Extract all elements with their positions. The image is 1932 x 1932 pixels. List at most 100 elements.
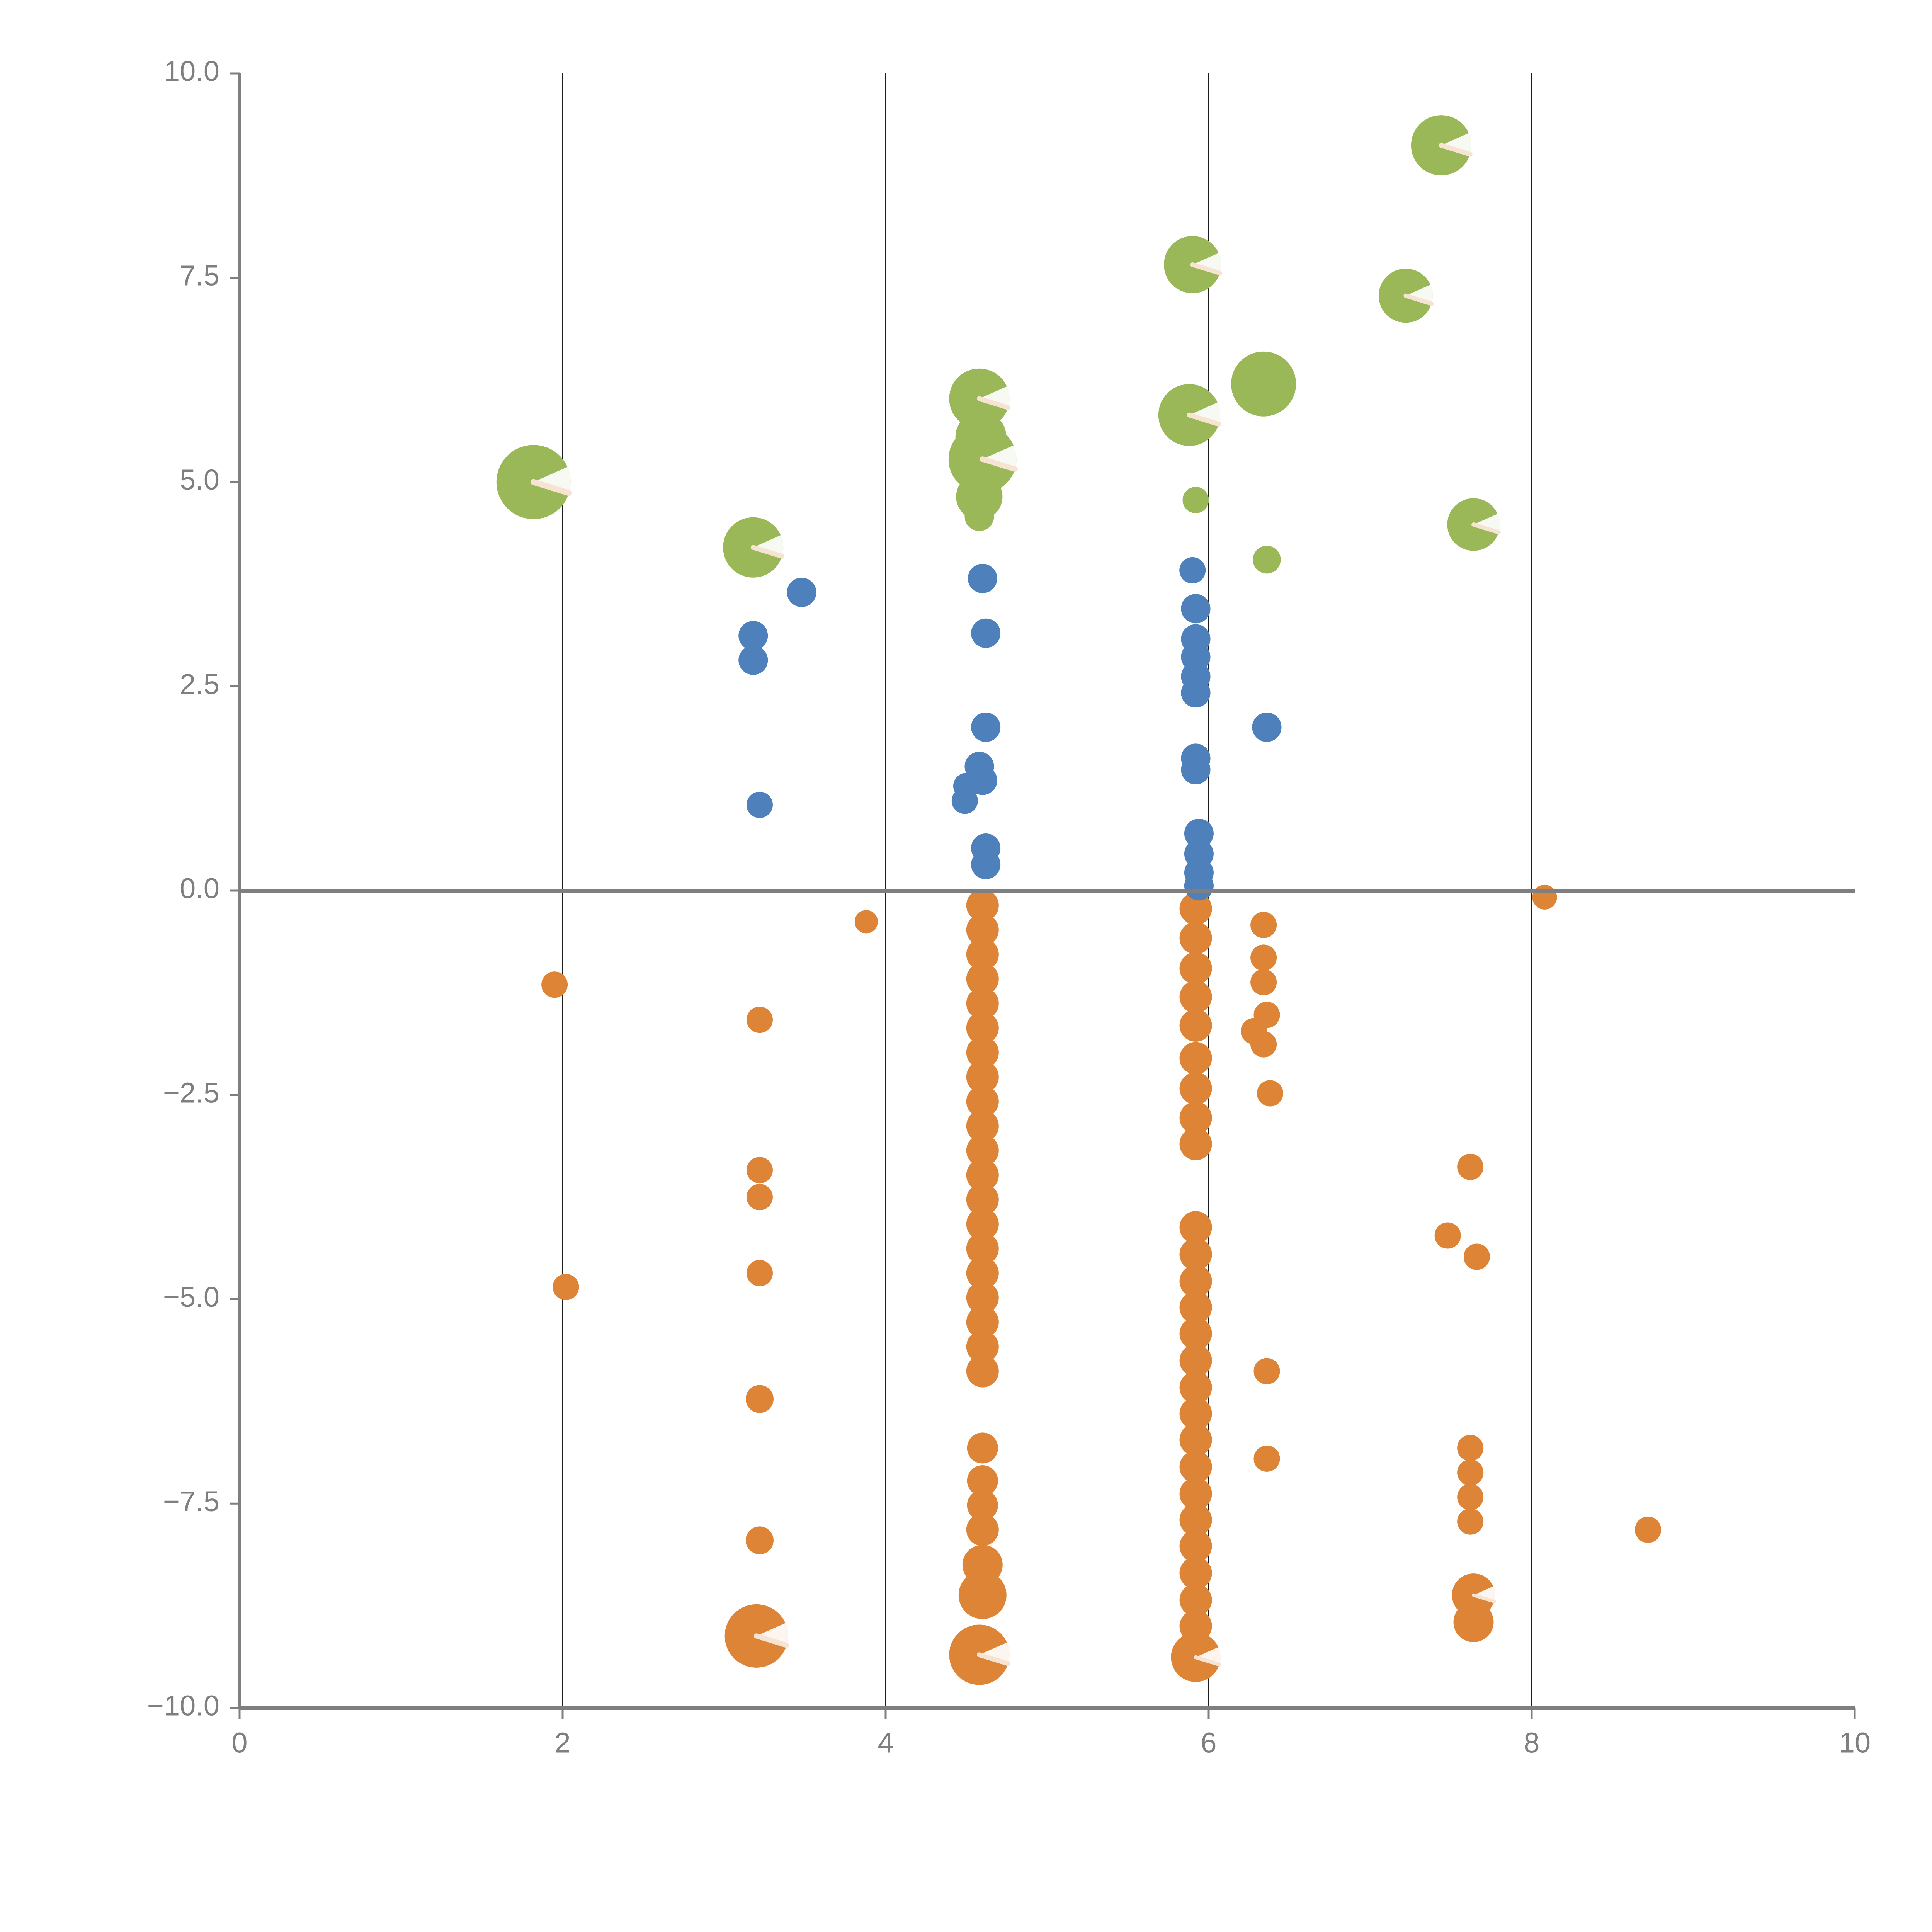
- point-orange-22: [966, 1183, 999, 1216]
- wedge-radius-orange-62: [1194, 1655, 1221, 1667]
- point-orange-39: [1179, 952, 1212, 985]
- point-orange-16: [966, 1036, 999, 1069]
- point-blue-21: [1184, 818, 1214, 848]
- wedge-notch-orange-8: [756, 1623, 788, 1646]
- wedge-radius-green-4: [980, 456, 1018, 472]
- point-orange-41: [1179, 1009, 1212, 1042]
- wedge-radius-green-13: [1439, 143, 1473, 157]
- tick-labels-group: 10.0 7.5 5.0 2.5 0.0 −2.5 −5.0 −7.5 −10.0 0 2 4 6 8 10: [147, 55, 1871, 1759]
- point-blue-1: [738, 645, 768, 675]
- point-orange-64: [1250, 944, 1277, 971]
- point-orange-46: [1179, 1211, 1212, 1244]
- wedge-radius-green-0: [531, 479, 572, 496]
- point-orange-73: [1457, 1153, 1484, 1180]
- point-orange-68: [1250, 1031, 1277, 1058]
- wedge-notch-green-4: [982, 445, 1017, 469]
- point-orange-71: [1253, 1445, 1280, 1472]
- series-orange: [541, 884, 1661, 1685]
- wedge-radius-green-2: [977, 396, 1011, 410]
- y-tick-label-1: 7.5: [180, 259, 219, 291]
- point-orange-18: [966, 1085, 999, 1118]
- point-orange-43: [1179, 1072, 1212, 1105]
- axes-group: [230, 72, 1856, 1719]
- point-orange-32: [967, 1490, 998, 1521]
- point-blue-18: [1181, 678, 1211, 708]
- series-green: [496, 115, 1501, 578]
- wedge-radius-green-1: [750, 545, 784, 559]
- point-orange-24: [966, 1232, 999, 1265]
- point-green-10: [1231, 351, 1296, 417]
- point-orange-0: [541, 971, 568, 998]
- point-orange-80: [1453, 1602, 1494, 1642]
- point-blue-20: [1181, 755, 1211, 784]
- point-orange-45: [1179, 1128, 1212, 1160]
- point-orange-12: [966, 938, 999, 971]
- point-orange-81: [1532, 884, 1557, 910]
- point-orange-75: [1457, 1435, 1484, 1461]
- wedge-notch-orange-62: [1196, 1647, 1221, 1665]
- point-orange-74: [1463, 1243, 1490, 1270]
- point-orange-65: [1250, 969, 1277, 995]
- point-orange-33: [966, 1513, 999, 1546]
- wedge-notch-orange-36: [979, 1642, 1010, 1664]
- point-orange-77: [1457, 1484, 1484, 1510]
- point-orange-1: [553, 1274, 579, 1300]
- point-orange-54: [1179, 1423, 1212, 1456]
- point-orange-7: [745, 1526, 774, 1554]
- point-orange-14: [966, 987, 999, 1020]
- point-orange-25: [966, 1257, 999, 1289]
- point-orange-40: [1179, 980, 1212, 1013]
- data-points-group: [496, 115, 1661, 1685]
- point-orange-23: [966, 1208, 999, 1240]
- point-orange-69: [1257, 1080, 1283, 1107]
- point-orange-10: [966, 889, 999, 922]
- wedge-notch-green-2: [979, 386, 1010, 408]
- wedge-notch-green-12: [1405, 284, 1433, 304]
- point-green-9: [1182, 487, 1209, 514]
- point-blue-24: [1184, 871, 1214, 901]
- wedge-notch-green-7: [1192, 253, 1221, 273]
- wedge-radius-orange-36: [977, 1652, 1011, 1666]
- point-orange-4: [746, 1184, 773, 1211]
- point-orange-49: [1179, 1291, 1212, 1324]
- point-orange-27: [966, 1306, 999, 1338]
- point-orange-17: [966, 1061, 999, 1094]
- point-orange-53: [1179, 1397, 1212, 1430]
- point-blue-5: [971, 618, 1001, 648]
- point-orange-6: [745, 1385, 774, 1413]
- point-green-6: [964, 502, 994, 531]
- series-blue: [738, 557, 1282, 901]
- point-orange-67: [1253, 1002, 1280, 1028]
- point-orange-78: [1457, 1508, 1484, 1535]
- point-orange-31: [967, 1465, 998, 1497]
- point-orange-58: [1179, 1530, 1212, 1563]
- point-orange-2: [746, 1007, 773, 1033]
- point-orange-3: [746, 1157, 773, 1184]
- wedge-radius-green-12: [1403, 293, 1434, 306]
- point-orange-35: [958, 1571, 1007, 1619]
- wedge-radius-green-8: [1187, 412, 1221, 427]
- point-orange-5: [746, 1260, 773, 1286]
- y-tick-label-5: −2.5: [163, 1077, 219, 1109]
- point-blue-12: [971, 850, 1001, 879]
- wedge-radius-green-7: [1190, 262, 1222, 276]
- x-tick-label-1: 2: [554, 1727, 570, 1759]
- point-orange-37: [1179, 892, 1212, 925]
- point-blue-6: [971, 713, 1001, 742]
- y-tick-label-6: −5.0: [163, 1281, 219, 1313]
- point-blue-0: [738, 621, 768, 651]
- point-orange-60: [1179, 1583, 1212, 1616]
- point-blue-2: [787, 578, 816, 607]
- point-orange-38: [1179, 922, 1212, 954]
- x-tick-label-0: 0: [231, 1727, 247, 1759]
- wedge-notch-orange-79: [1473, 1586, 1495, 1602]
- point-blue-14: [1181, 594, 1211, 624]
- point-orange-30: [967, 1432, 998, 1464]
- x-tick-label-4: 8: [1524, 1727, 1539, 1759]
- point-orange-57: [1179, 1503, 1212, 1536]
- wedge-radius-green-14: [1471, 522, 1501, 535]
- point-orange-56: [1179, 1477, 1212, 1510]
- y-tick-label-4: 0.0: [180, 872, 219, 905]
- point-orange-48: [1179, 1265, 1212, 1298]
